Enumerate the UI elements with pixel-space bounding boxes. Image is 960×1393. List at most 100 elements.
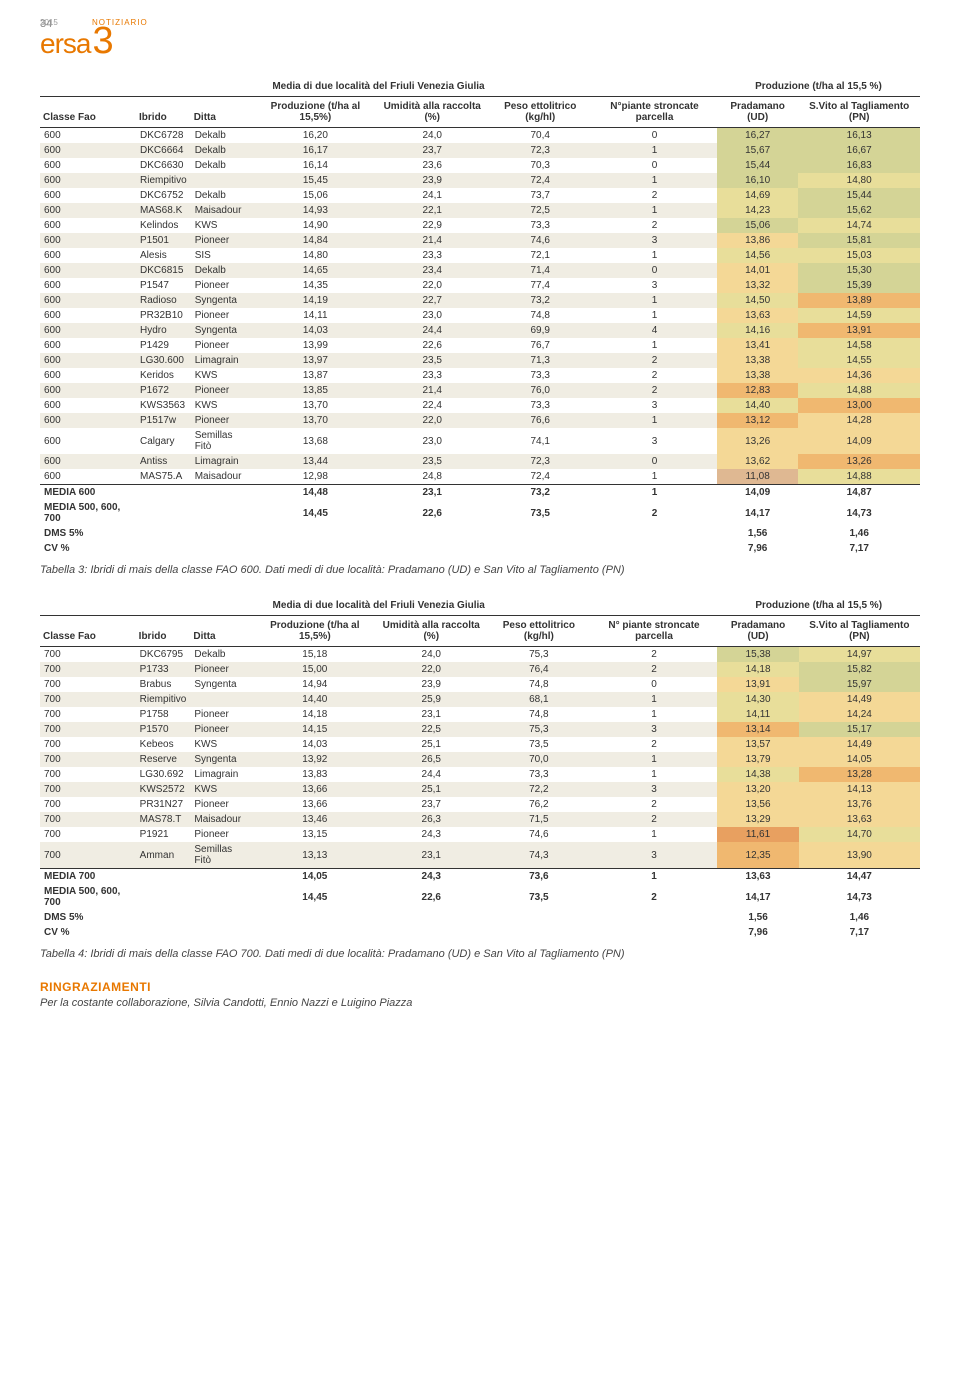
cell: 3 <box>592 398 717 413</box>
cell: 13,90 <box>799 842 920 869</box>
cell <box>136 925 191 940</box>
t3-header-right: Produzione (t/ha al 15,5 %) <box>717 77 920 97</box>
cell: 600 <box>40 278 136 293</box>
cell: 600 <box>40 454 136 469</box>
cell: 23,1 <box>376 485 488 501</box>
cell: 72,2 <box>487 782 590 797</box>
cell: 14,90 <box>255 218 376 233</box>
col-pradamano: Pradamano (UD) <box>717 616 798 647</box>
cell: 14,56 <box>717 248 798 263</box>
cell: 13,14 <box>717 722 798 737</box>
cell <box>254 925 375 940</box>
table-row: 600AlesisSIS14,8023,372,1114,5615,03 <box>40 248 920 263</box>
cell: 73,3 <box>488 368 592 383</box>
cell: KWS <box>191 218 255 233</box>
table-row: 700ReserveSyngenta13,9226,570,0113,7914,… <box>40 752 920 767</box>
cell: 68,1 <box>487 692 590 707</box>
cell: P1733 <box>136 662 191 677</box>
cell: MAS75.A <box>136 469 191 485</box>
cell: 15,38 <box>717 647 798 663</box>
cell: 24,0 <box>376 128 488 144</box>
cell: 1 <box>592 413 717 428</box>
cell: 24,1 <box>376 188 488 203</box>
cell: 21,4 <box>376 233 488 248</box>
cell: 13,63 <box>799 812 920 827</box>
cell: MEDIA 500, 600, 700 <box>40 500 136 526</box>
cell: 21,4 <box>376 383 488 398</box>
cell: 7,96 <box>717 925 798 940</box>
cell: 2 <box>592 353 717 368</box>
cell: 1 <box>591 767 718 782</box>
cell: 2 <box>592 218 717 233</box>
cell: 13,62 <box>717 454 798 469</box>
table-row: 700MAS78.TMaisadour13,4626,371,5213,2913… <box>40 812 920 827</box>
cell: 23,0 <box>376 308 488 323</box>
cell: 600 <box>40 173 136 188</box>
cell: SIS <box>191 248 255 263</box>
cell: Pioneer <box>190 722 254 737</box>
cell: 13,70 <box>255 413 376 428</box>
cell: 14,09 <box>798 428 920 454</box>
cell <box>136 500 191 526</box>
cell: 14,01 <box>717 263 798 278</box>
cell: 600 <box>40 233 136 248</box>
cell: 600 <box>40 308 136 323</box>
cell: 14,97 <box>799 647 920 663</box>
cell: 14,88 <box>798 469 920 485</box>
col-produzione: Produzione (t/ha al 15,5%) <box>254 616 375 647</box>
cell: 74,6 <box>488 233 592 248</box>
cell: Antiss <box>136 454 191 469</box>
cell: 14,36 <box>798 368 920 383</box>
ringraziamenti-heading: RINGRAZIAMENTI <box>40 980 920 994</box>
cell: Alesis <box>136 248 191 263</box>
cell <box>191 173 255 188</box>
cell: 700 <box>40 797 136 812</box>
cell: DKC6630 <box>136 158 191 173</box>
cell: Keridos <box>136 368 191 383</box>
cell: 1,56 <box>717 526 798 541</box>
cell: 1 <box>592 143 717 158</box>
cell: 600 <box>40 128 136 144</box>
cell: 1 <box>592 469 717 485</box>
table-row: 600DKC6664Dekalb16,1723,772,3115,6716,67 <box>40 143 920 158</box>
t4-header-right: Produzione (t/ha al 15,5 %) <box>717 596 920 616</box>
table-footer-row: DMS 5%1,561,46 <box>40 526 920 541</box>
cell: 11,61 <box>717 827 798 842</box>
table-row: 600KelindosKWS14,9022,973,3215,0614,74 <box>40 218 920 233</box>
cell: 16,83 <box>798 158 920 173</box>
cell: 13,83 <box>254 767 375 782</box>
cell: 15,06 <box>717 218 798 233</box>
table-row: 600P1547Pioneer14,3522,077,4313,3215,39 <box>40 278 920 293</box>
col-ibrido: Ibrido <box>136 616 191 647</box>
cell: 14,80 <box>798 173 920 188</box>
cell: Semillas Fitò <box>191 428 255 454</box>
cell: 14,17 <box>717 884 798 910</box>
cell: 73,6 <box>487 869 590 885</box>
cell: 1 <box>591 707 718 722</box>
cell: DMS 5% <box>40 910 136 925</box>
cell <box>191 541 255 556</box>
col-peso: Peso ettolitrico (kg/hl) <box>487 616 590 647</box>
cell <box>488 541 592 556</box>
cell: 23,7 <box>376 143 488 158</box>
cell: MEDIA 700 <box>40 869 136 885</box>
cell: 13,97 <box>255 353 376 368</box>
cell: 75,3 <box>487 722 590 737</box>
logo-brand: ersa <box>40 28 90 60</box>
cell: 14,59 <box>798 308 920 323</box>
cell: 73,3 <box>487 767 590 782</box>
cell: 16,13 <box>798 128 920 144</box>
cell: 24,4 <box>376 323 488 338</box>
cell <box>487 925 590 940</box>
cell: 600 <box>40 428 136 454</box>
cell: 0 <box>592 128 717 144</box>
cell: 600 <box>40 383 136 398</box>
cell: 2 <box>591 737 718 752</box>
cell: DKC6815 <box>136 263 191 278</box>
table-row: 600P1517wPioneer13,7022,076,6113,1214,28 <box>40 413 920 428</box>
cell: 14,55 <box>798 353 920 368</box>
cell: 700 <box>40 827 136 842</box>
cell: P1547 <box>136 278 191 293</box>
cell: 23,7 <box>375 797 487 812</box>
cell: 72,4 <box>488 469 592 485</box>
